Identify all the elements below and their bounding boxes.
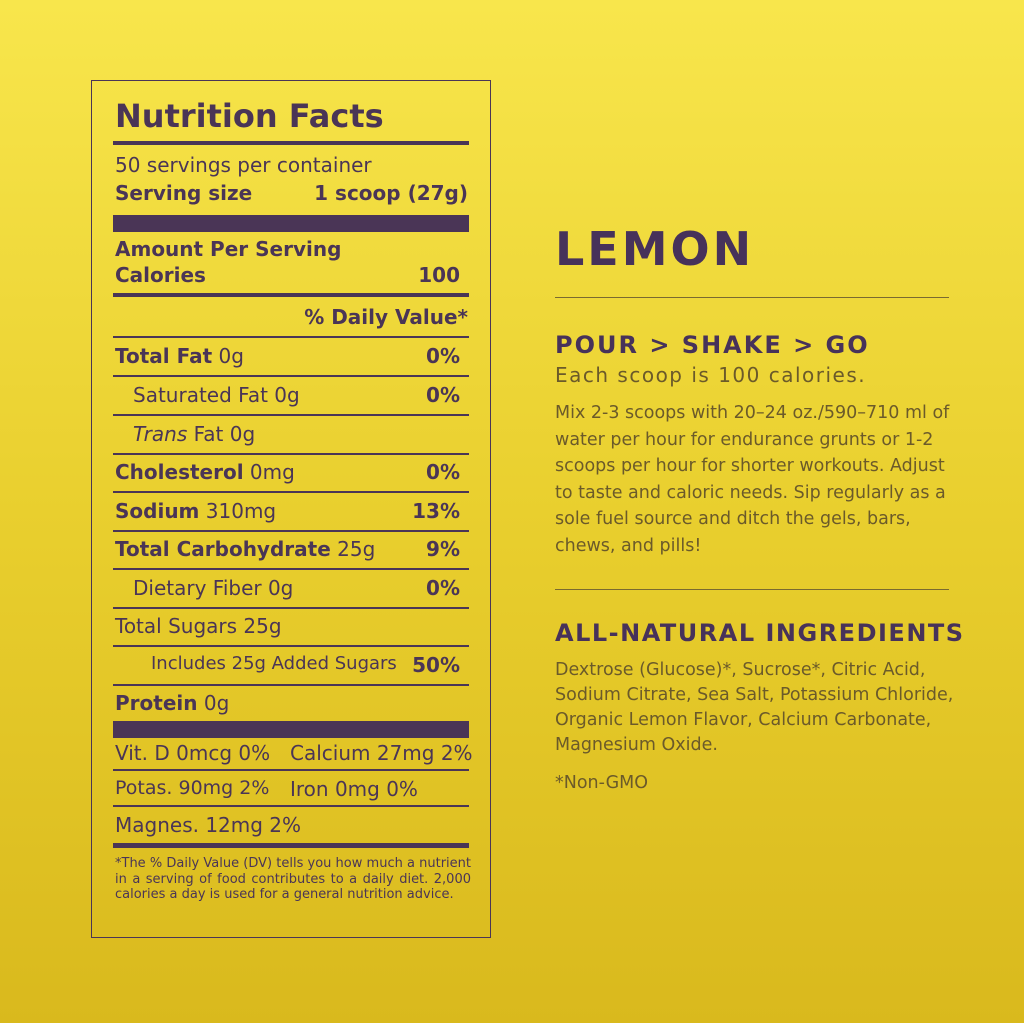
nutrient-name: Sodium: [115, 499, 200, 523]
nutrient-amount: 310mg: [199, 499, 277, 523]
daily-value-header: % Daily Value*: [304, 305, 468, 329]
divider-thick: [113, 215, 469, 232]
divider: [113, 568, 469, 570]
servings-per-container: 50 servings per container: [115, 153, 372, 177]
calcium: Calcium 27mg 2%: [290, 741, 473, 765]
divider: [113, 141, 469, 145]
nutrient-name: Total Carbohydrate: [115, 537, 331, 561]
divider: [113, 769, 469, 771]
label-title: Nutrition Facts: [115, 97, 384, 135]
divider: [113, 607, 469, 609]
divider: [113, 375, 469, 377]
directions-subheading: Each scoop is 100 calories.: [555, 363, 867, 387]
nutrient-amount: 25g: [330, 537, 376, 561]
nutrient-name: Includes 25g Added Sugars: [151, 653, 397, 674]
divider: [113, 645, 469, 647]
flavor-title: LEMON: [555, 222, 755, 276]
divider: [113, 414, 469, 416]
divider: [113, 530, 469, 532]
daily-value-percent: 50%: [412, 653, 460, 677]
directions-text: Mix 2-3 scoops with 20–24 oz./590–710 ml…: [555, 403, 950, 556]
footnote: *The % Daily Value (DV) tells you how mu…: [115, 856, 471, 902]
nutrient-label: Total Carbohydrate 25g: [115, 537, 375, 561]
nutrient-amount: 0mg: [243, 460, 295, 484]
nutrient-label: Sodium 310mg: [115, 499, 276, 523]
nutrient-name: Cholesterol: [115, 460, 244, 484]
divider: [113, 491, 469, 493]
ingredients-heading: ALL-NATURAL INGREDIENTS: [555, 619, 965, 647]
magnesium: Magnes. 12mg 2%: [115, 813, 302, 837]
serving-size-label: Serving size: [115, 181, 253, 205]
potassium: Potas. 90mg 2%: [115, 777, 270, 799]
nutrient-name: Dietary Fiber 0g: [133, 576, 294, 600]
nutrition-facts-label: Nutrition Facts 50 servings per containe…: [91, 80, 491, 938]
daily-value-percent: 0%: [426, 383, 460, 407]
nutrient-amount: Fat 0g: [187, 422, 256, 446]
nutrient-amount: 0g: [197, 691, 230, 715]
daily-value-percent: 13%: [412, 499, 460, 523]
serving-size-value: 1 scoop (27g): [314, 181, 468, 205]
nutrient-label: Total Fat 0g: [115, 344, 244, 368]
divider: [113, 805, 469, 807]
non-gmo-note: *Non-GMO: [555, 773, 649, 793]
divider: [113, 336, 469, 338]
daily-value-percent: 9%: [426, 537, 460, 561]
calories-value: 100: [418, 263, 460, 287]
nutrient-name: Saturated Fat 0g: [133, 383, 300, 407]
nutrient-label: Includes 25g Added Sugars: [151, 653, 397, 674]
nutrient-label: Total Sugars 25g: [115, 614, 282, 638]
nutrient-label: Dietary Fiber 0g: [133, 576, 293, 600]
nutrient-name: Protein: [115, 691, 198, 715]
calories-label: Calories: [115, 263, 206, 287]
divider: [555, 297, 949, 298]
ingredients-text: Dextrose (Glucose)*, Sucrose*, Citric Ac…: [555, 660, 954, 755]
daily-value-percent: 0%: [426, 576, 460, 600]
nutrient-label: Saturated Fat 0g: [133, 383, 300, 407]
divider: [113, 843, 469, 848]
iron: Iron 0mg 0%: [290, 777, 418, 801]
vitamin-d: Vit. D 0mcg 0%: [115, 741, 271, 765]
divider: [113, 684, 469, 686]
daily-value-percent: 0%: [426, 344, 460, 368]
nutrient-name: Total Fat: [115, 344, 213, 368]
divider: [113, 293, 469, 297]
nutrient-label: Cholesterol 0mg: [115, 460, 295, 484]
nutrient-name: Trans: [133, 422, 188, 446]
divider-thick: [113, 721, 469, 738]
divider: [113, 453, 469, 455]
amount-per-serving: Amount Per Serving: [115, 237, 342, 261]
nutrient-amount: 0g: [212, 344, 244, 368]
divider: [555, 589, 949, 590]
nutrient-label: Protein 0g: [115, 691, 229, 715]
nutrient-name: Total Sugars 25g: [115, 614, 282, 638]
daily-value-percent: 0%: [426, 460, 460, 484]
directions-heading: POUR > SHAKE > GO: [555, 331, 870, 359]
nutrient-label: Trans Fat 0g: [133, 422, 255, 446]
